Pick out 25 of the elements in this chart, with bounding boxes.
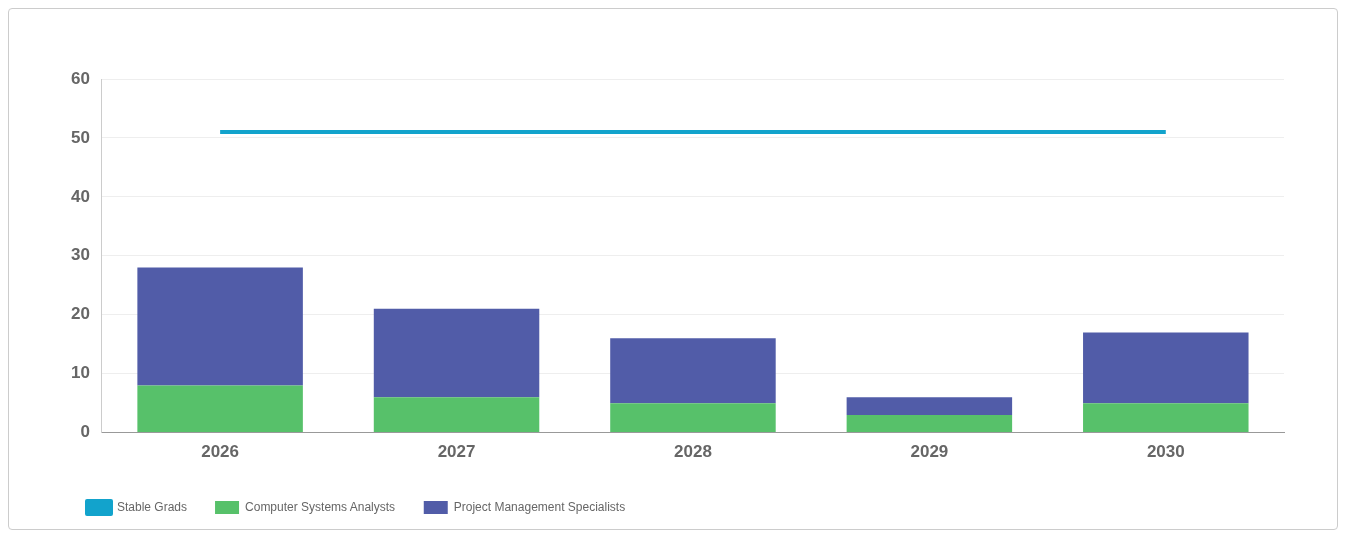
bar: [1083, 332, 1249, 404]
bar: [610, 338, 776, 404]
bar: [846, 414, 1013, 433]
x-tick-label: 2027: [437, 442, 476, 462]
y-tick-label: 30: [70, 245, 90, 265]
y-tick-label: 20: [70, 304, 90, 324]
legend-label: Computer Systems Analysts: [245, 499, 396, 514]
y-tick-label: 50: [70, 127, 90, 147]
x-tick-label: 2030: [1146, 442, 1185, 462]
legend-label: Project Management Specialists: [453, 499, 626, 514]
x-tick-label: 2028: [674, 442, 712, 462]
bar: [373, 308, 540, 398]
bar: [137, 385, 303, 433]
x-tick-label: 2029: [910, 442, 949, 462]
bar: [610, 403, 776, 433]
x-tick-label: 2026: [201, 442, 240, 462]
bar: [137, 267, 303, 386]
y-tick-label: 40: [70, 186, 90, 206]
y-tick-label: 10: [70, 363, 90, 383]
y-tick-label: 0: [80, 422, 90, 442]
y-tick-label: 60: [70, 68, 90, 88]
bar: [373, 397, 540, 433]
bar: [846, 397, 1013, 415]
bar: [1083, 403, 1249, 433]
legend-label: Stable Grads: [117, 499, 188, 514]
